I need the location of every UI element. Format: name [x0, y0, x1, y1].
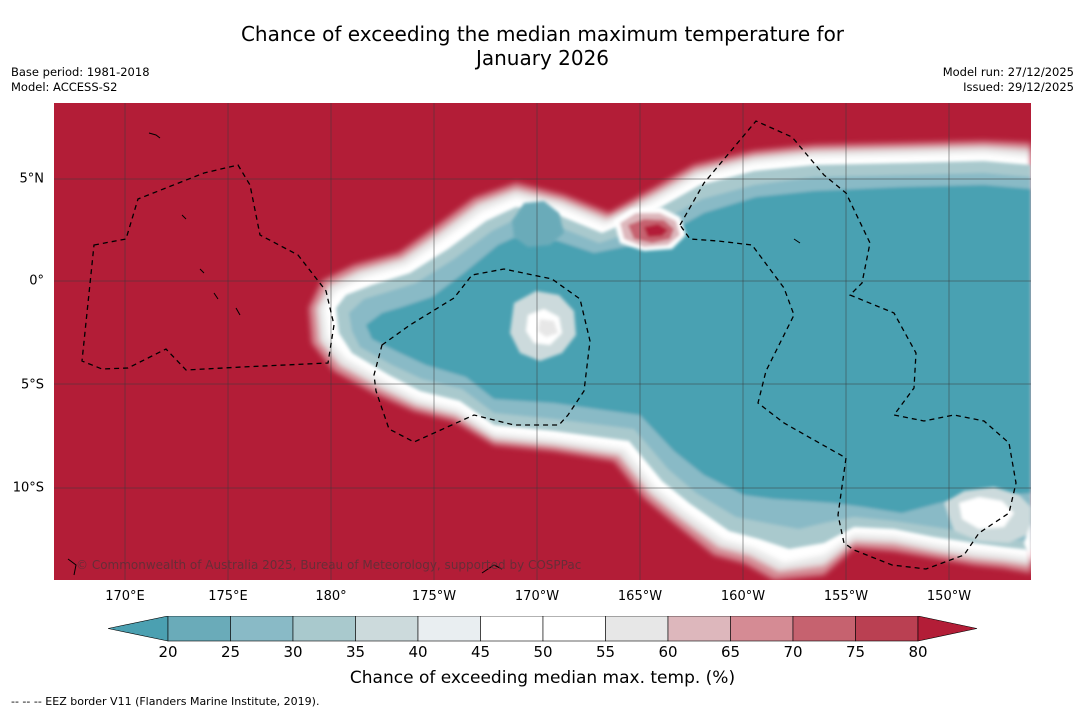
island	[67, 558, 77, 576]
neutral-pocket-core	[538, 319, 558, 337]
colorbar-tick-label: 80	[908, 643, 928, 661]
chart-title: Chance of exceeding the median maximum t…	[0, 22, 1085, 70]
lon-label: 165°W	[617, 589, 663, 604]
cool-region	[336, 161, 1031, 550]
colorbar-arrow-low	[108, 616, 169, 642]
colorbar-segment	[605, 616, 669, 642]
colorbar-segment	[730, 616, 794, 642]
colorbar-segment	[230, 616, 294, 642]
island	[235, 307, 241, 316]
island	[213, 292, 219, 300]
colorbar	[108, 616, 978, 642]
lon-label: 160°W	[720, 589, 766, 604]
colorbar-segment	[355, 616, 419, 642]
colorbar-segment	[855, 616, 919, 642]
colorbar-segment	[292, 616, 356, 642]
colorbar-tick-label: 75	[845, 643, 866, 661]
graticule	[54, 103, 1031, 580]
colorbar-segment	[417, 616, 481, 642]
lon-label: 155°W	[823, 589, 869, 604]
island	[199, 268, 205, 274]
neutral-patch-southeast-inner	[959, 497, 1014, 529]
colorbar-segment	[542, 616, 606, 642]
lon-label: 180°	[315, 589, 347, 604]
island	[481, 564, 503, 574]
lat-label: 5°N	[19, 171, 45, 187]
lat-label: 0°	[29, 273, 44, 289]
lon-label: 150°W	[926, 589, 972, 604]
island	[181, 214, 187, 220]
lon-label: 170°W	[514, 589, 560, 604]
warm-pocket-core	[644, 224, 668, 237]
base-period: Base period: 1981-2018	[11, 65, 150, 79]
colorbar-tick-label: 20	[158, 643, 178, 661]
colorbar-tick-label: 30	[283, 643, 303, 661]
lat-label: 5°S	[20, 377, 44, 393]
colorbar-tick-label: 35	[345, 643, 366, 661]
forecast-map	[54, 103, 1031, 580]
colorbar-tick-label: 55	[595, 643, 616, 661]
title-line-2: January 2026	[475, 46, 610, 70]
title-line-1: Chance of exceeding the median maximum t…	[240, 22, 845, 46]
colorbar-segment	[480, 616, 544, 642]
eez-borders	[81, 120, 1017, 570]
islands	[67, 132, 801, 576]
colorbar-segment	[667, 616, 731, 642]
copyright-notice: © Commonwealth of Australia 2025, Bureau…	[76, 558, 582, 572]
colorbar-segment	[167, 616, 231, 642]
lon-label: 170°E	[105, 589, 145, 604]
model-name: Model: ACCESS-S2	[11, 80, 118, 94]
meta-right: Model run: 27/12/2025 Issued: 29/12/2025	[943, 65, 1074, 95]
colorbar-segments	[108, 616, 978, 642]
interior-features	[510, 201, 1031, 563]
lon-label: 175°E	[208, 589, 248, 604]
colorbar-segment	[792, 616, 856, 642]
island	[148, 132, 161, 139]
colorbar-tick-label: 50	[533, 643, 553, 661]
meta-left: Base period: 1981-2018 Model: ACCESS-S2	[11, 65, 150, 95]
eez-central	[373, 268, 591, 443]
eez-west	[81, 164, 335, 371]
island	[793, 238, 801, 244]
neutral-edge-east	[1024, 523, 1031, 563]
issued-date: Issued: 29/12/2025	[963, 80, 1074, 94]
colorbar-tick-label: 60	[658, 643, 678, 661]
lon-label: 175°W	[411, 589, 457, 604]
colorbar-tick-label: 40	[408, 643, 428, 661]
lat-label: 10°S	[12, 480, 44, 496]
colorbar-tick-label: 65	[720, 643, 741, 661]
colorbar-arrow-high	[917, 616, 978, 642]
colorbar-tick-label: 25	[220, 643, 241, 661]
eez-footnote: -- -- -- EEZ border V11 (Flanders Marine…	[11, 695, 320, 708]
colorbar-tick-label: 70	[783, 643, 803, 661]
model-run: Model run: 27/12/2025	[942, 65, 1074, 79]
cool-pocket-north	[512, 201, 564, 247]
colorbar-tick-label: 45	[470, 643, 491, 661]
colorbar-title: Chance of exceeding median max. temp. (%…	[349, 668, 736, 688]
